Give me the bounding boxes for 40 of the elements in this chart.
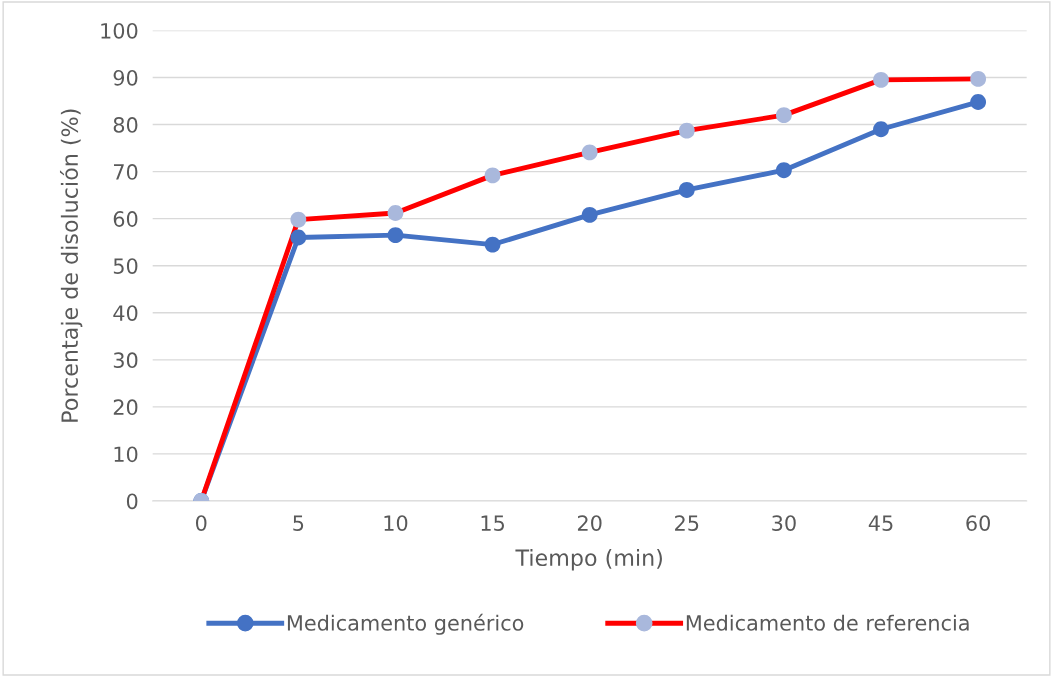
y-tick-label: 0 <box>126 493 138 510</box>
point <box>484 167 501 184</box>
y-tick-label: 30 <box>113 352 138 369</box>
x-tick-label: 45 <box>868 515 893 531</box>
y-tick-label: 100 <box>101 22 138 39</box>
x-tick-label: 30 <box>772 515 796 531</box>
x-axis-title: Tiempo (min) <box>515 548 662 571</box>
x-tick-label: 60 <box>966 515 990 531</box>
y-tick-label: 20 <box>113 399 138 416</box>
point <box>290 211 307 228</box>
y-tick-label: 10 <box>114 446 138 463</box>
point <box>873 71 889 88</box>
y-tick-label: 40 <box>113 305 138 321</box>
point <box>290 229 307 246</box>
x-tick-label: 5 <box>293 515 304 531</box>
x-tick-label: 10 <box>384 515 408 531</box>
legend-label: Medicamento genérico <box>287 613 524 635</box>
y-tick-label: 70 <box>113 164 138 180</box>
point <box>484 236 501 253</box>
point <box>873 121 889 138</box>
point <box>970 94 987 110</box>
point <box>775 107 792 124</box>
x-tick-label: 25 <box>675 515 699 531</box>
point <box>970 71 987 87</box>
y-tick-label: 90 <box>113 69 138 86</box>
point <box>387 205 404 221</box>
point <box>387 227 404 244</box>
x-tick-label: 15 <box>481 515 505 531</box>
legend-label: Medicamento de referencia <box>686 614 969 631</box>
point <box>581 206 598 223</box>
y-tick-label: 60 <box>113 211 138 227</box>
y-tick-label: 50 <box>113 258 138 274</box>
y-axis-title: Porcentaje de disolución (%) <box>59 109 83 422</box>
point <box>678 182 695 198</box>
point <box>678 122 695 139</box>
point <box>775 162 792 179</box>
point <box>581 144 598 161</box>
x-tick-label: 0 <box>195 515 207 531</box>
y-tick-label: 80 <box>113 117 138 133</box>
x-tick-label: 20 <box>577 515 602 531</box>
